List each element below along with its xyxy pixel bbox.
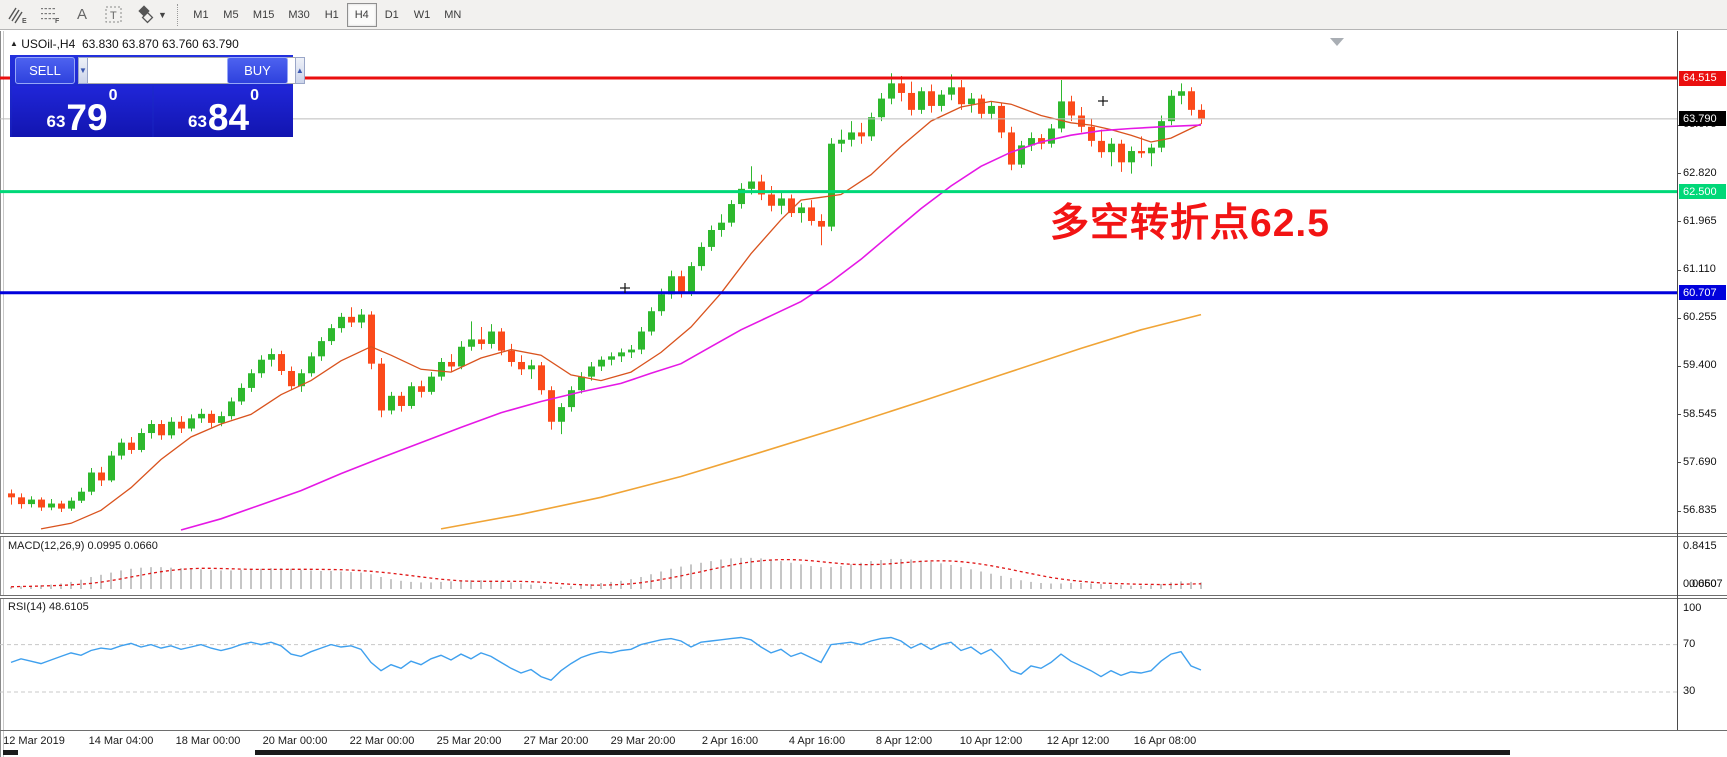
price-axis-tickmark — [1677, 510, 1681, 512]
timeframe-button-group: M1 M5 M15 M30 H1 H4 D1 W1 MN — [186, 2, 468, 27]
timeframe-button-m15[interactable]: M15 — [252, 8, 275, 21]
price-level-badge-64.515: 64.515 — [1679, 70, 1726, 86]
price-axis-tickmark — [1677, 462, 1681, 464]
chart-title: ▲ USOil-,H4 63.830 63.870 63.760 63.790 — [10, 37, 239, 51]
price-axis-label: 61.965 — [1683, 214, 1717, 227]
chart-left-border — [0, 31, 1, 757]
indicator-axis-label: 70 — [1683, 637, 1696, 650]
timeframe-button-m1[interactable]: M1 — [193, 8, 209, 21]
time-axis-label: 14 Mar 04:00 — [88, 735, 154, 747]
time-axis-label: 25 Mar 20:00 — [436, 735, 502, 747]
sell-button[interactable]: SELL — [15, 57, 75, 84]
volume-decrease-button[interactable]: ▼ — [78, 57, 88, 84]
buy-price-display[interactable]: 63 84 0 — [154, 86, 293, 137]
fibonacci-grid-icon[interactable]: F — [36, 3, 64, 27]
collapse-panel-icon[interactable]: ▲ — [10, 39, 18, 48]
macd-label: MACD(12,26,9) 0.0995 0.0660 — [8, 540, 158, 552]
timeframe-button-h1[interactable]: H1 — [324, 8, 339, 21]
rsi-label: RSI(14) 48.6105 — [8, 601, 89, 613]
macd-indicator-chart — [10, 557, 1202, 589]
arrow-objects-icon[interactable] — [132, 3, 160, 27]
text-box-icon[interactable]: T — [100, 3, 128, 27]
price-axis-label: 61.110 — [1683, 263, 1716, 276]
time-axis-label: 16 Apr 08:00 — [1133, 735, 1197, 747]
price-axis-label: 58.545 — [1683, 407, 1717, 420]
volume-increase-button[interactable]: ▲ — [294, 57, 305, 84]
price-level-badge-60.707: 60.707 — [1679, 285, 1726, 301]
rsi-indicator-chart — [0, 636, 1677, 693]
price-axis-tickmark — [1677, 365, 1681, 367]
price-axis-label: 59.400 — [1683, 359, 1717, 372]
time-axis-label: 10 Apr 12:00 — [959, 735, 1023, 747]
time-axis-label: 20 Mar 00:00 — [262, 735, 328, 747]
indicator-axis-label: 0.8415 — [1683, 540, 1717, 552]
price-axis-border — [1677, 31, 1678, 730]
time-axis-label: 2 Apr 16:00 — [701, 735, 759, 747]
price-level-badge-62.500: 62.500 — [1679, 184, 1726, 200]
macd-rsi-separator[interactable] — [0, 595, 1727, 599]
scrollbar-corner — [3, 750, 18, 755]
timeframe-button-d1[interactable]: D1 — [384, 8, 399, 21]
time-axis-label: 12 Mar 2019 — [3, 735, 65, 747]
indicator-axis-label: 0.0507 — [1689, 578, 1723, 590]
timeframe-button-m5[interactable]: M5 — [223, 8, 239, 21]
buy-price-big: 84 — [207, 96, 250, 138]
toolbar-separator — [176, 3, 178, 26]
indicator-axis-label: 30 — [1683, 685, 1696, 698]
price-axis-tickmark — [1677, 221, 1681, 223]
price-level-badge-63.790: 63.790 — [1679, 111, 1726, 127]
svg-text:E: E — [22, 18, 27, 25]
price-axis-label: 56.835 — [1683, 504, 1717, 517]
price-axis-tickmark — [1677, 317, 1681, 319]
time-axis-label: 8 Apr 12:00 — [875, 735, 933, 747]
indicator-axis-label: 100 — [1683, 602, 1702, 614]
sell-price-big: 79 — [66, 96, 108, 138]
svg-text:T: T — [110, 10, 117, 22]
ohlc-values: 63.830 63.870 63.760 63.790 — [81, 37, 239, 51]
timeframe-button-m30[interactable]: M30 — [288, 8, 310, 21]
svg-text:F: F — [55, 18, 60, 25]
price-axis-label: 60.255 — [1683, 311, 1717, 324]
buy-button[interactable]: BUY — [227, 57, 288, 84]
main-macd-separator[interactable] — [0, 533, 1727, 537]
text-label-icon[interactable]: A — [76, 6, 87, 23]
time-axis-label: 27 Mar 20:00 — [523, 735, 589, 747]
chart-shift-marker-icon — [1330, 38, 1344, 46]
indicator-axis-label: 0.0660 — [1683, 578, 1717, 590]
time-axis-label: 18 Mar 00:00 — [175, 735, 241, 747]
time-axis-label: 22 Mar 00:00 — [349, 735, 415, 747]
timeframe-button-mn[interactable]: MN — [444, 8, 462, 21]
buy-price-prefix: 63 — [188, 112, 207, 131]
toolbar: E F A T ▼ — [0, 0, 1727, 30]
sell-price-display[interactable]: 63 79 0 — [12, 86, 152, 137]
sell-price-prefix: 63 — [46, 112, 66, 131]
time-axis-label: 4 Apr 16:00 — [788, 735, 846, 747]
buy-price-sup: 0 — [250, 87, 259, 104]
price-axis-tickmark — [1677, 414, 1681, 416]
rsi-bottom-border — [0, 730, 1727, 731]
elliott-wave-icon[interactable]: E — [4, 3, 32, 27]
symbol-period-label: USOil-,H4 — [21, 37, 76, 51]
arrow-objects-dropdown-caret[interactable]: ▼ — [158, 9, 167, 20]
time-axis-label: 12 Apr 12:00 — [1046, 735, 1110, 747]
price-axis-tickmark — [1677, 269, 1681, 271]
price-axis-label: 62.820 — [1683, 166, 1717, 179]
price-axis-tickmark — [1677, 173, 1681, 175]
chart-text-annotation: 多空转折点62.5 — [1050, 202, 1330, 245]
time-axis-label: 29 Mar 20:00 — [610, 735, 676, 747]
timeframe-button-w1[interactable]: W1 — [413, 8, 431, 21]
sell-price-sup: 0 — [108, 87, 118, 104]
timeframe-button-h4[interactable]: H4 — [346, 2, 377, 27]
horizontal-scrollbar-thumb[interactable] — [255, 750, 1510, 755]
chart-left-border-inner — [3, 31, 4, 757]
chart-window — [0, 31, 1727, 757]
volume-box: ▼ ▲ — [78, 57, 305, 84]
price-axis-label: 57.690 — [1683, 455, 1717, 468]
